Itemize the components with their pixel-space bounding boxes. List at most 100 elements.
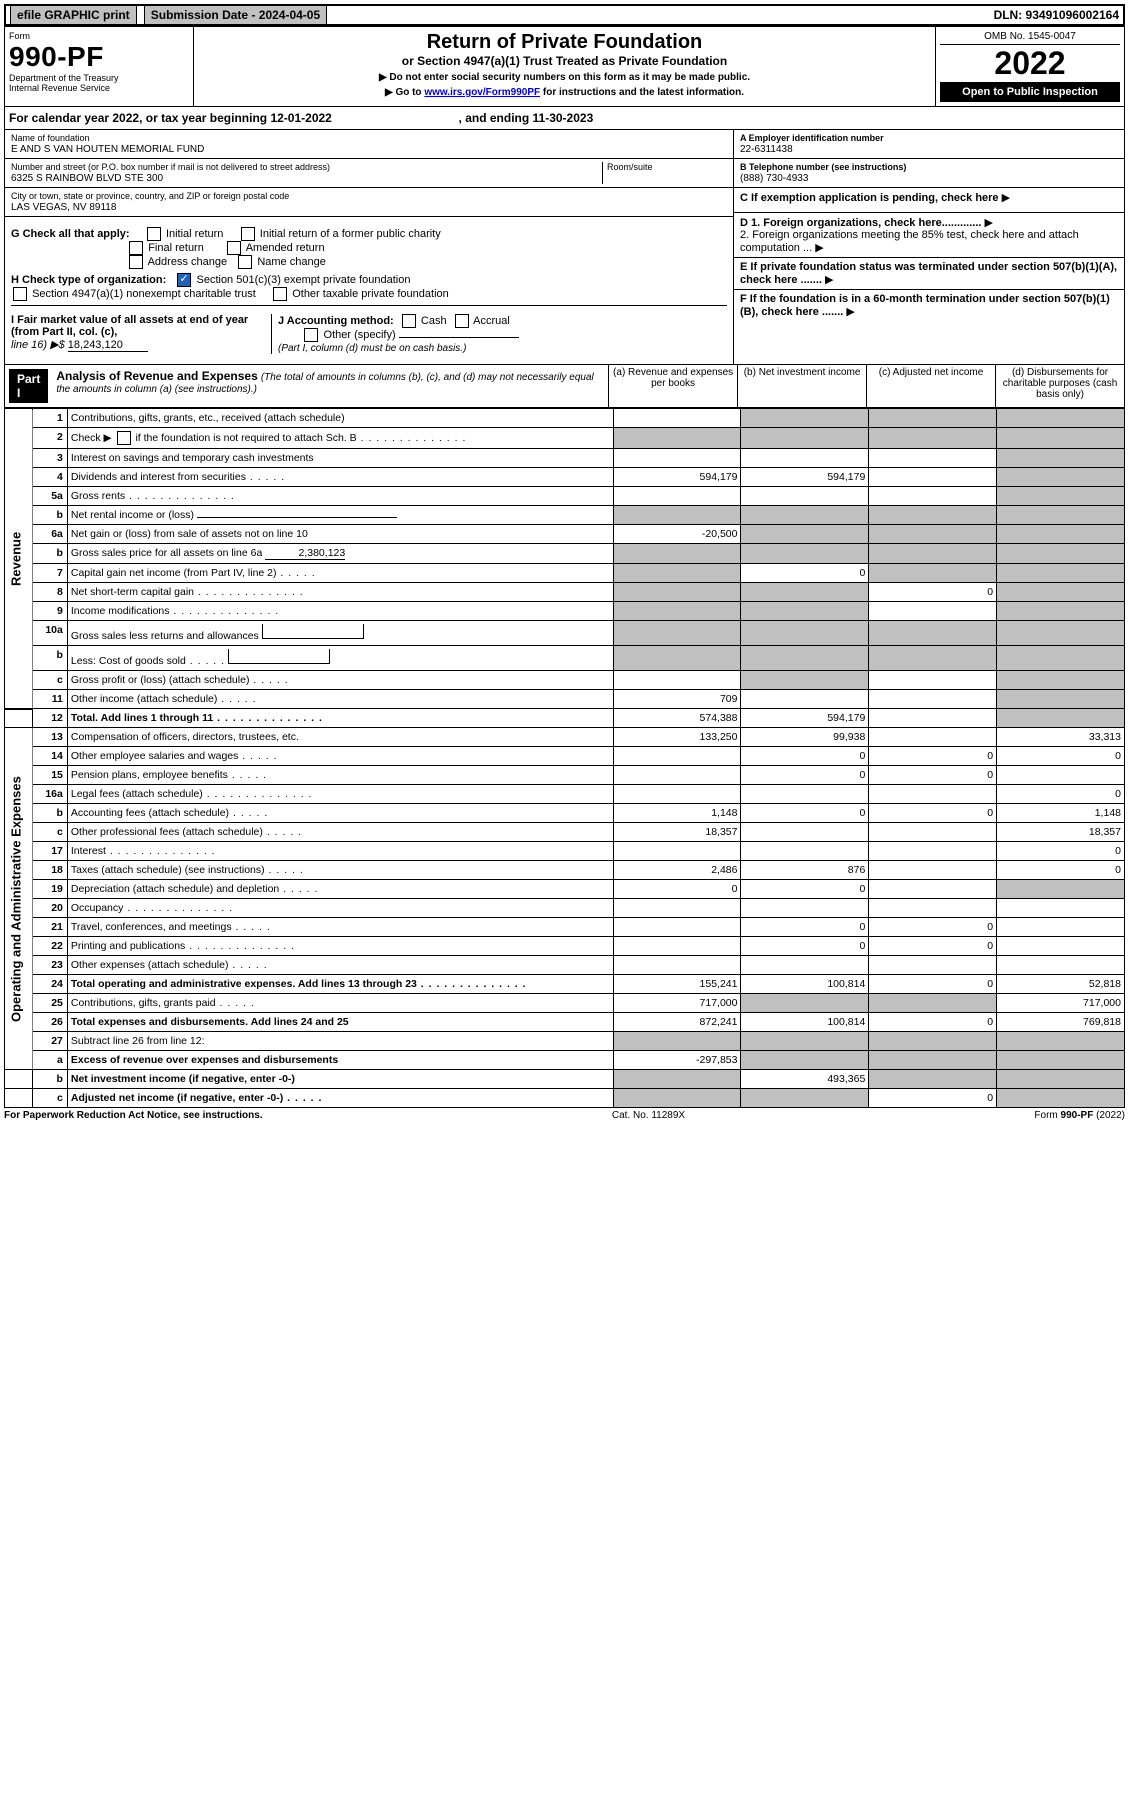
j-other: Other (specify)	[324, 329, 396, 341]
g-line: G Check all that apply: Initial return I…	[11, 227, 727, 269]
g-h-i-j-block: G Check all that apply: Initial return I…	[5, 217, 733, 364]
ln-8: 8	[33, 583, 67, 602]
desc-25: Contributions, gifts, grants paid	[67, 994, 613, 1013]
ln-10a: 10a	[33, 621, 67, 646]
ln-15: 15	[33, 766, 67, 785]
r18-b: 876	[741, 861, 869, 880]
g-label: G Check all that apply:	[11, 228, 130, 240]
ein-row: A Employer identification number 22-6311…	[734, 130, 1124, 159]
e-label: E If private foundation status was termi…	[740, 261, 1117, 286]
footer: For Paperwork Reduction Act Notice, see …	[4, 1108, 1125, 1123]
addr-val: 6325 S RAINBOW BLVD STE 300	[11, 173, 163, 184]
r24-b: 100,814	[741, 975, 869, 994]
r16b-a: 1,148	[613, 804, 741, 823]
desc-8: Net short-term capital gain	[67, 583, 613, 602]
footer-right: Form 990-PF (2022)	[1034, 1110, 1125, 1121]
r19-b: 0	[741, 880, 869, 899]
r24-c: 0	[869, 975, 997, 994]
chk-501c3[interactable]	[177, 273, 191, 287]
g-initial: Initial return	[166, 228, 223, 240]
chk-name[interactable]	[238, 255, 252, 269]
desc-10c: Gross profit or (loss) (attach schedule)	[67, 671, 613, 690]
top-bar: efile GRAPHIC print Submission Date - 20…	[4, 4, 1125, 26]
r18-a: 2,486	[613, 861, 741, 880]
col-b-header: (b) Net investment income	[737, 365, 866, 407]
row-5a: 5a Gross rents	[5, 487, 1125, 506]
r17-d: 0	[997, 842, 1125, 861]
r6b-val: 2,380,123	[265, 547, 345, 560]
row-6a: 6a Net gain or (loss) from sale of asset…	[5, 525, 1125, 544]
desc-19: Depreciation (attach schedule) and deple…	[67, 880, 613, 899]
ln-10b: b	[33, 646, 67, 671]
ln-22: 22	[33, 937, 67, 956]
row-17: 17 Interest 0	[5, 842, 1125, 861]
row-4: 4 Dividends and interest from securities…	[5, 468, 1125, 487]
row-21: 21 Travel, conferences, and meetings 0 0	[5, 918, 1125, 937]
r14-d: 0	[997, 747, 1125, 766]
chk-accrual[interactable]	[455, 314, 469, 328]
chk-4947[interactable]	[13, 287, 27, 301]
row-7: 7 Capital gain net income (from Part IV,…	[5, 564, 1125, 583]
calyear-mid: , and ending	[459, 111, 533, 125]
ein-label: A Employer identification number	[740, 133, 1118, 143]
r25-a: 717,000	[613, 994, 741, 1013]
row-26: 26 Total expenses and disbursements. Add…	[5, 1013, 1125, 1032]
ln-27: 27	[33, 1032, 67, 1051]
r6a-a: -20,500	[613, 525, 741, 544]
desc-1: Contributions, gifts, grants, etc., rece…	[67, 409, 613, 428]
ln-6b: b	[33, 544, 67, 564]
note2-post: for instructions and the latest informat…	[540, 87, 744, 98]
name-row: Name of foundation E AND S VAN HOUTEN ME…	[5, 130, 733, 159]
name-label: Name of foundation	[11, 133, 727, 143]
h-4947: Section 4947(a)(1) nonexempt charitable …	[32, 288, 256, 300]
desc-26: Total expenses and disbursements. Add li…	[67, 1013, 613, 1032]
chk-other-tax[interactable]	[273, 287, 287, 301]
irs-link[interactable]: www.irs.gov/Form990PF	[424, 87, 540, 98]
chk-initial-former[interactable]	[241, 227, 255, 241]
row-10c: c Gross profit or (loss) (attach schedul…	[5, 671, 1125, 690]
row-25: 25 Contributions, gifts, grants paid 717…	[5, 994, 1125, 1013]
desc-4: Dividends and interest from securities	[67, 468, 613, 487]
tel-label: B Telephone number (see instructions)	[740, 162, 1118, 172]
row-19: 19 Depreciation (attach schedule) and de…	[5, 880, 1125, 899]
ln-27a: a	[33, 1051, 67, 1070]
r15-b: 0	[741, 766, 869, 785]
r18-d: 0	[997, 861, 1125, 880]
r27b-b: 493,365	[741, 1070, 869, 1089]
desc-16b: Accounting fees (attach schedule)	[67, 804, 613, 823]
ln-26: 26	[33, 1013, 67, 1032]
r27c-c: 0	[869, 1089, 997, 1108]
j-label: J Accounting method:	[278, 315, 394, 327]
ln-4: 4	[33, 468, 67, 487]
r14-c: 0	[869, 747, 997, 766]
header-center: Return of Private Foundation or Section …	[194, 27, 935, 106]
row-10a: 10a Gross sales less returns and allowan…	[5, 621, 1125, 646]
g-final: Final return	[148, 242, 204, 254]
row-27b: b Net investment income (if negative, en…	[5, 1070, 1125, 1089]
r26-b: 100,814	[741, 1013, 869, 1032]
ln-2: 2	[33, 428, 67, 449]
row-20: 20 Occupancy	[5, 899, 1125, 918]
chk-amended[interactable]	[227, 241, 241, 255]
footer-center: Cat. No. 11289X	[612, 1110, 685, 1121]
chk-cash[interactable]	[402, 314, 416, 328]
f-row: F If the foundation is in a 60-month ter…	[734, 290, 1124, 321]
row-16c: c Other professional fees (attach schedu…	[5, 823, 1125, 842]
r11-a: 709	[613, 690, 741, 709]
chk-initial[interactable]	[147, 227, 161, 241]
row-22: 22 Printing and publications 0 0	[5, 937, 1125, 956]
chk-address[interactable]	[129, 255, 143, 269]
open-public: Open to Public Inspection	[940, 82, 1120, 102]
ln-27c: c	[33, 1089, 67, 1108]
chk-other-acct[interactable]	[304, 328, 318, 342]
chk-schb[interactable]	[117, 431, 131, 445]
g-initial-former: Initial return of a former public charit…	[260, 228, 441, 240]
efile-btn[interactable]: efile GRAPHIC print	[10, 5, 137, 25]
r16b-c: 0	[869, 804, 997, 823]
dept: Department of the Treasury	[9, 73, 189, 83]
calyear-pre: For calendar year 2022, or tax year begi…	[9, 111, 270, 125]
row-18: 18 Taxes (attach schedule) (see instruct…	[5, 861, 1125, 880]
d2-label: 2. Foreign organizations meeting the 85%…	[740, 229, 1079, 254]
r16b-b: 0	[741, 804, 869, 823]
chk-final[interactable]	[129, 241, 143, 255]
